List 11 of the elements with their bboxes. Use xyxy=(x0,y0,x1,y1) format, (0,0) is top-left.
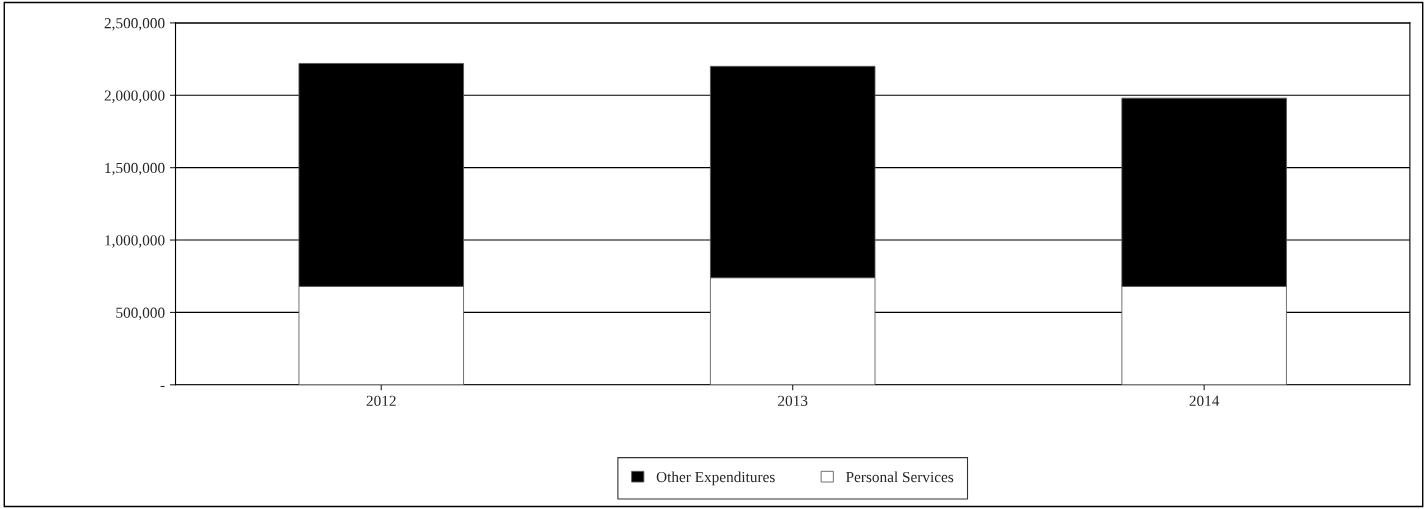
x-tick-label: 2012 xyxy=(366,395,396,406)
x-tick-label: 2014 xyxy=(1189,395,1220,406)
y-tick-label: 1,000,000 xyxy=(105,235,165,248)
y-tick-label: 1,500,000 xyxy=(105,162,165,176)
legend-label: Personal Services xyxy=(846,471,954,483)
y-tick-label: 2,500,000 xyxy=(104,18,165,31)
y-tick-label: - xyxy=(160,385,165,388)
legend-label: Other Expenditures xyxy=(656,471,775,486)
y-tick-label: 2,000,000 xyxy=(104,90,165,103)
y-tick-label: 500,000 xyxy=(116,307,165,321)
x-tick-label: 2013 xyxy=(778,395,808,406)
